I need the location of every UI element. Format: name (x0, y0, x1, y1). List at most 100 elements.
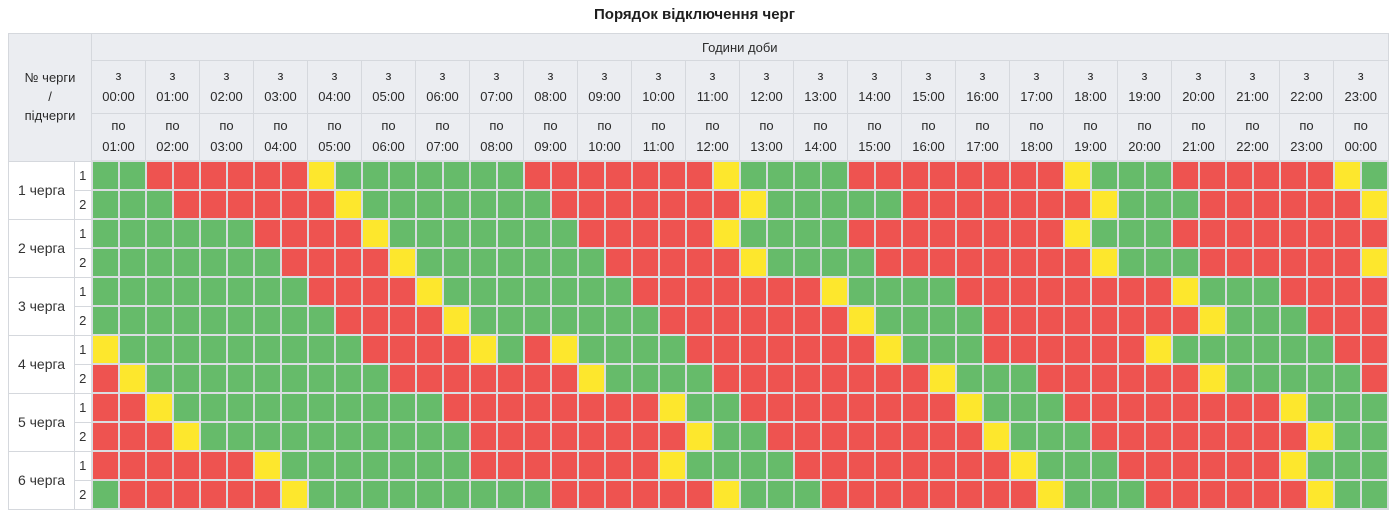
schedule-cell (387, 450, 417, 481)
schedule-cell (279, 218, 309, 249)
schedule-cell (306, 160, 336, 191)
schedule-cell (954, 160, 984, 191)
schedule-cell (657, 218, 687, 249)
schedule-cell (198, 218, 228, 249)
schedule-cell (1062, 305, 1092, 336)
schedule-cell (306, 479, 336, 510)
schedule-cell (711, 479, 741, 510)
schedule-cell (630, 305, 660, 336)
schedule-cell (1305, 189, 1335, 220)
schedule-cell (1170, 479, 1200, 510)
schedule-cell (1197, 392, 1227, 423)
schedule-cell (765, 334, 795, 365)
schedule-cell (576, 421, 606, 452)
schedule-cell (495, 334, 525, 365)
schedule-cell (306, 363, 336, 394)
schedule-cell (1197, 218, 1227, 249)
schedule-cell (1332, 421, 1362, 452)
schedule-cell (630, 363, 660, 394)
schedule-cell (549, 305, 579, 336)
schedule-cell (1143, 189, 1173, 220)
schedule-cell (657, 450, 687, 481)
schedule-cell (846, 421, 876, 452)
schedule-cell (1305, 450, 1335, 481)
schedule-cell (252, 363, 282, 394)
schedule-cell (954, 450, 984, 481)
schedule-cell (360, 450, 390, 481)
schedule-cell (1359, 276, 1389, 307)
hour-from-header: з 22:00 (1279, 60, 1335, 114)
schedule-cell (1224, 479, 1254, 510)
schedule-cell (1008, 479, 1038, 510)
schedule-cell (1170, 421, 1200, 452)
schedule-cell (1197, 334, 1227, 365)
schedule-cell (765, 189, 795, 220)
schedule-cell (171, 247, 201, 278)
schedule-cell (117, 247, 147, 278)
hour-from-header: з 07:00 (469, 60, 525, 114)
schedule-cell (630, 479, 660, 510)
schedule-cell (765, 218, 795, 249)
schedule-cell (1251, 334, 1281, 365)
schedule-cell (684, 334, 714, 365)
schedule-cell (549, 479, 579, 510)
schedule-cell (360, 160, 390, 191)
subqueue-label: 2 (74, 305, 93, 336)
schedule-cell (1089, 247, 1119, 278)
schedule-cell (1170, 189, 1200, 220)
schedule-cell (846, 160, 876, 191)
schedule-cell (90, 392, 120, 423)
schedule-cell (117, 218, 147, 249)
schedule-cell (738, 305, 768, 336)
schedule-cell (1278, 160, 1308, 191)
schedule-cell (1089, 450, 1119, 481)
schedule-cell (333, 421, 363, 452)
queue-label: 2 черга (7, 218, 76, 278)
schedule-cell (981, 160, 1011, 191)
schedule-cell (711, 160, 741, 191)
schedule-cell (954, 247, 984, 278)
schedule-cell (171, 305, 201, 336)
schedule-cell (360, 421, 390, 452)
schedule-cell (1305, 363, 1335, 394)
schedule-cell (360, 276, 390, 307)
schedule-cell (1332, 305, 1362, 336)
schedule-cell (927, 218, 957, 249)
hour-from-header: з 05:00 (361, 60, 417, 114)
schedule-cell (1359, 189, 1389, 220)
schedule-cell (1116, 160, 1146, 191)
schedule-cell (387, 305, 417, 336)
schedule-cell (657, 189, 687, 220)
schedule-cell (1008, 421, 1038, 452)
schedule-cell (333, 247, 363, 278)
schedule-cell (306, 247, 336, 278)
schedule-cell (630, 218, 660, 249)
schedule-cell (954, 189, 984, 220)
schedule-cell (1170, 276, 1200, 307)
schedule-cell (576, 479, 606, 510)
schedule-cell (1197, 363, 1227, 394)
schedule-cell (630, 421, 660, 452)
schedule-cell (1359, 392, 1389, 423)
schedule-cell (846, 218, 876, 249)
schedule-cell (846, 305, 876, 336)
schedule-cell (576, 363, 606, 394)
hour-from-header: з 04:00 (307, 60, 363, 114)
schedule-cell (819, 189, 849, 220)
schedule-cell (873, 392, 903, 423)
schedule-cell (738, 160, 768, 191)
hour-to-header: по 05:00 (307, 113, 363, 162)
schedule-cell (495, 160, 525, 191)
schedule-cell (252, 189, 282, 220)
schedule-cell (1224, 421, 1254, 452)
schedule-cell (468, 479, 498, 510)
schedule-cell (1359, 305, 1389, 336)
schedule-cell (252, 160, 282, 191)
schedule-cell (333, 305, 363, 336)
schedule-cell (333, 276, 363, 307)
schedule-cell (1278, 305, 1308, 336)
schedule-cell (630, 392, 660, 423)
schedule-cell (549, 247, 579, 278)
schedule-cell (1224, 450, 1254, 481)
hour-from-header: з 20:00 (1171, 60, 1227, 114)
